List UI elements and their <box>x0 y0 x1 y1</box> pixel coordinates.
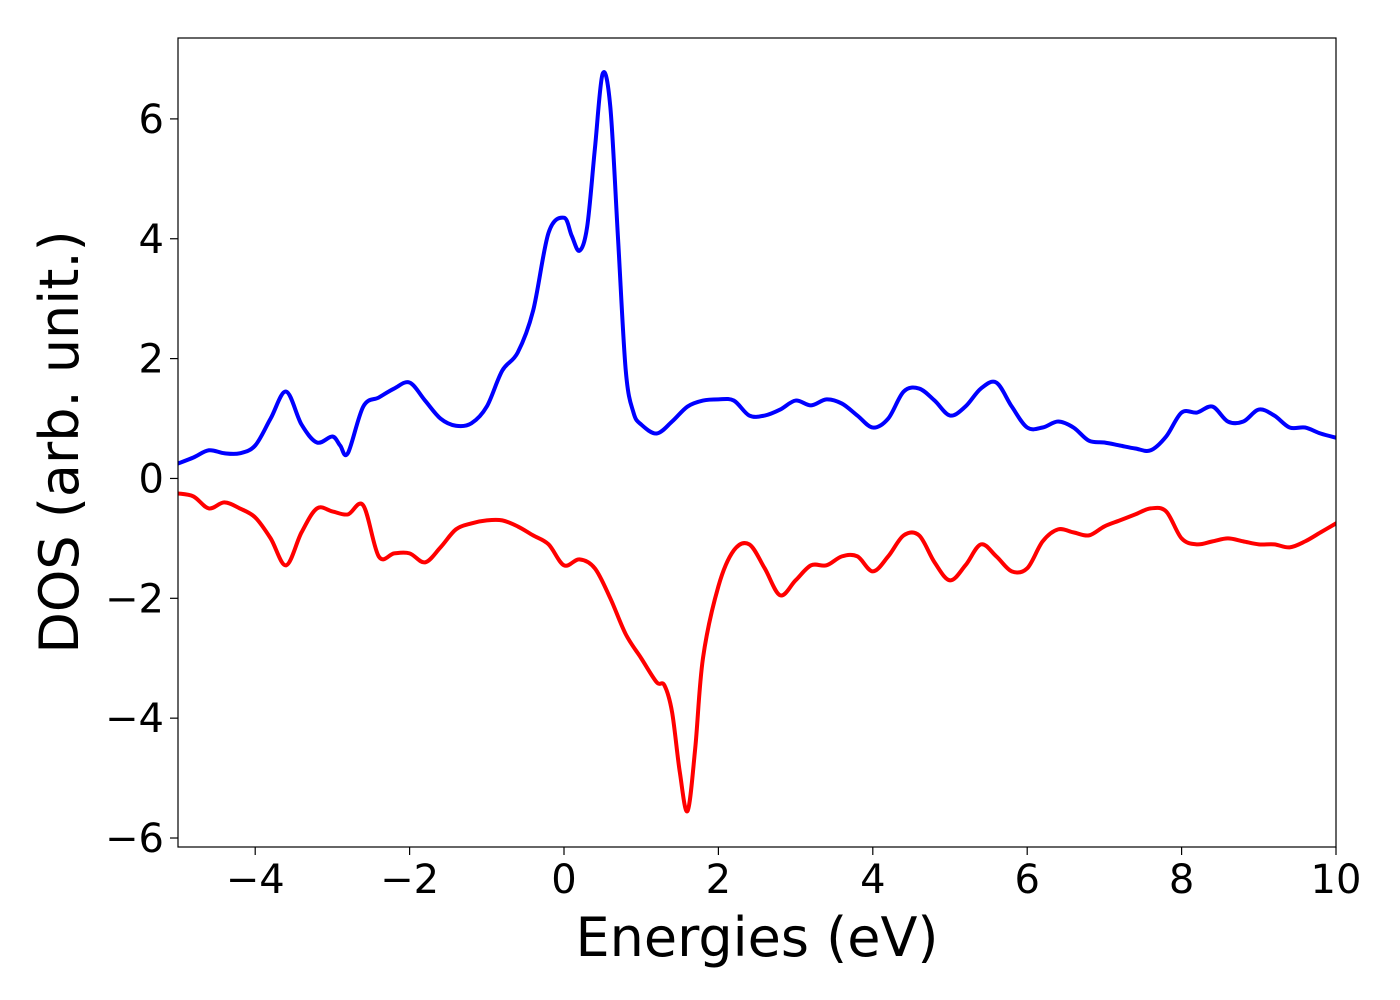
plot-area-frame <box>177 37 1337 848</box>
y-tick-label: 0 <box>139 456 164 502</box>
y-axis-label: DOS (arb. unit.) <box>28 230 91 653</box>
x-tick-label: −2 <box>380 857 439 903</box>
y-tick-label: 2 <box>139 337 164 383</box>
series-line-spin-up <box>178 70 1336 466</box>
x-tick-label: 8 <box>1169 857 1194 903</box>
series-layer <box>178 70 1336 814</box>
y-axis-ticks: −6 −4 −2 0 2 4 6 <box>105 97 178 862</box>
y-tick-label: 6 <box>139 97 164 143</box>
series-line-spin-down <box>178 491 1336 814</box>
y-tick-label: −6 <box>105 816 164 862</box>
x-tick-label: 6 <box>1014 857 1039 903</box>
x-axis-label: Energies (eV) <box>576 906 939 969</box>
x-tick-label: 2 <box>706 857 731 903</box>
y-tick-label: −2 <box>105 576 164 622</box>
y-tick-label: −4 <box>105 696 164 742</box>
x-tick-label: 4 <box>860 857 885 903</box>
x-tick-label: −4 <box>226 857 285 903</box>
x-tick-label: 0 <box>551 857 576 903</box>
x-axis-ticks: −4 −2 0 2 4 6 8 10 <box>226 847 1362 903</box>
y-tick-label: 4 <box>139 217 164 263</box>
x-tick-label: 10 <box>1311 857 1362 903</box>
